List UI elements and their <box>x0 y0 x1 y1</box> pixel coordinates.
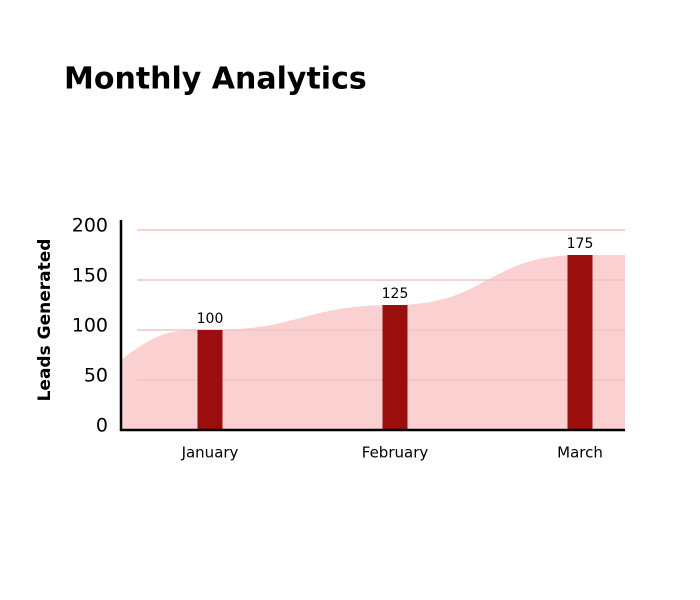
bar <box>382 305 408 430</box>
y-tick-label: 150 <box>72 265 108 287</box>
value-label: 100 <box>197 311 224 327</box>
value-label: 175 <box>567 236 594 252</box>
x-tick-label: January <box>181 444 239 462</box>
y-tick-label: 50 <box>84 365 108 387</box>
y-tick-label: 100 <box>72 315 108 337</box>
y-tick-label: 200 <box>72 215 108 237</box>
x-tick-label: March <box>557 444 603 462</box>
value-label: 125 <box>382 286 409 302</box>
y-tick-label: 0 <box>96 415 108 437</box>
y-axis-label: Leads Generated <box>35 239 55 402</box>
area <box>121 255 625 430</box>
bar <box>197 330 223 430</box>
chart-title: Monthly Analytics <box>64 62 367 97</box>
bar <box>567 255 593 430</box>
x-tick-label: February <box>362 444 429 462</box>
